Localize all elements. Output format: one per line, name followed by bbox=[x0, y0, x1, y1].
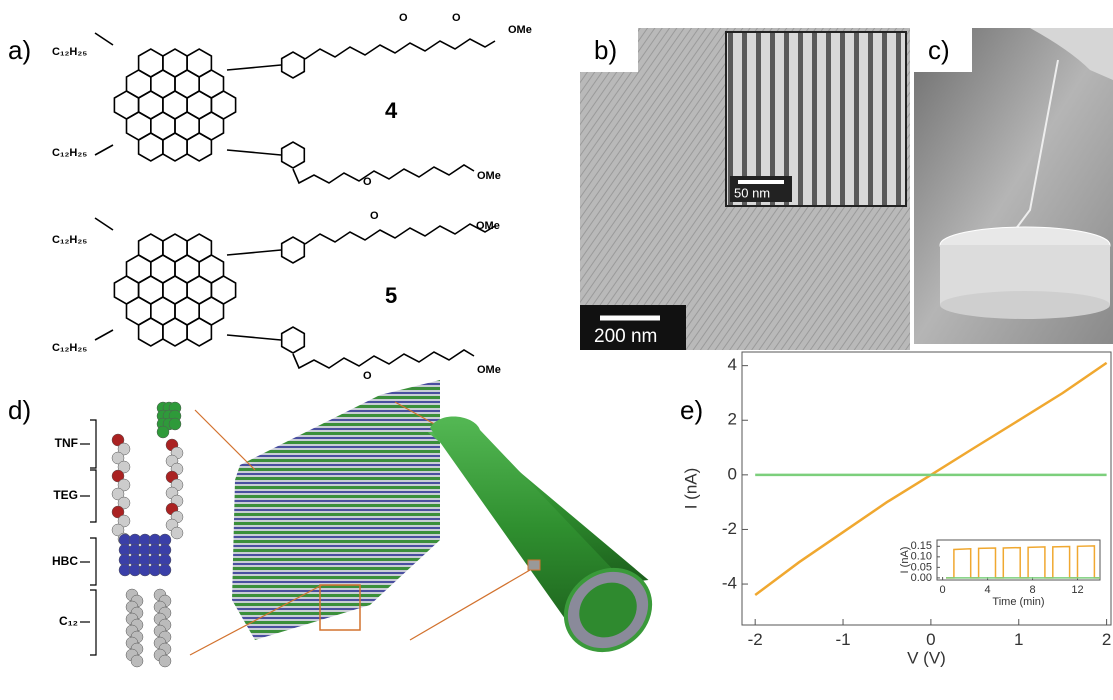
alkyl-label: C₁₂H₂₅ bbox=[52, 234, 87, 246]
x-axis-label: V (V) bbox=[907, 648, 946, 667]
x-axis-label: Time (min) bbox=[992, 596, 1044, 608]
guide-line bbox=[410, 570, 530, 640]
ring bbox=[114, 91, 138, 119]
alkyl-label: C₁₂H₂₅ bbox=[52, 342, 87, 354]
panel-label: d) bbox=[8, 395, 31, 425]
ring bbox=[139, 318, 163, 346]
stack-model bbox=[232, 380, 440, 640]
ring bbox=[187, 318, 211, 346]
ring bbox=[187, 49, 211, 77]
model-label: TEG bbox=[53, 488, 78, 502]
alkyl-label: C₁₂H₂₅ bbox=[52, 147, 87, 159]
scale-bar-label: 50 nm bbox=[734, 185, 770, 200]
x-tick-label: 2 bbox=[1102, 630, 1111, 649]
ring bbox=[282, 52, 305, 78]
chain bbox=[305, 39, 495, 59]
ring bbox=[114, 276, 138, 304]
model-label: HBC bbox=[52, 554, 78, 568]
ring bbox=[139, 133, 163, 161]
y-tick-label: -4 bbox=[722, 574, 737, 593]
ring bbox=[139, 49, 163, 77]
model-brackets bbox=[80, 420, 96, 655]
bond bbox=[227, 335, 281, 340]
model-label: TNF bbox=[55, 436, 78, 450]
bond bbox=[95, 218, 113, 230]
x-tick-label: 12 bbox=[1071, 584, 1083, 596]
y-tick-label: 0.10 bbox=[911, 551, 932, 563]
x-tick-label: -1 bbox=[835, 630, 850, 649]
bond bbox=[95, 145, 113, 155]
y-tick-label: 4 bbox=[728, 355, 737, 374]
y-axis-label: I (nA) bbox=[681, 468, 700, 510]
scale-bar-label: 200 nm bbox=[594, 326, 657, 347]
panel-label: a) bbox=[8, 35, 31, 65]
alkyl-label: C₁₂H₂₅ bbox=[52, 46, 87, 58]
figure: a) b) d) e) C₁₂H₂₅ C₁₂H₂₅ C₁₂H₂₅ C₁₂H₂₅ … bbox=[0, 0, 1113, 695]
bond bbox=[227, 250, 281, 255]
chain bbox=[305, 224, 495, 244]
model-label: C₁₂ bbox=[59, 614, 78, 628]
atom bbox=[171, 527, 183, 539]
atom bbox=[169, 418, 181, 430]
oxygen-label: O bbox=[363, 370, 372, 382]
compound-number: 5 bbox=[385, 283, 397, 308]
x-tick-label: 8 bbox=[1029, 584, 1035, 596]
y-tick-label: 0.05 bbox=[911, 561, 932, 573]
panel-label: e) bbox=[680, 395, 703, 425]
atom bbox=[159, 655, 171, 667]
oxygen-label: O bbox=[363, 176, 372, 188]
dish bbox=[940, 291, 1110, 319]
atom bbox=[157, 426, 169, 438]
y-tick-label: 0.15 bbox=[911, 540, 932, 552]
x-tick-label: 1 bbox=[1014, 630, 1023, 649]
molecule-model bbox=[112, 402, 183, 667]
atom bbox=[131, 655, 143, 667]
end-group: OMe bbox=[477, 364, 501, 376]
ring bbox=[163, 133, 187, 161]
bond bbox=[95, 330, 113, 340]
chemical-structures bbox=[95, 33, 495, 368]
panel-label: c) bbox=[928, 35, 950, 65]
highlight-box bbox=[528, 560, 540, 570]
oxygen-label: O bbox=[399, 12, 408, 24]
ring bbox=[211, 276, 235, 304]
chain bbox=[293, 350, 474, 368]
ring bbox=[163, 318, 187, 346]
oxygen-label: O bbox=[370, 210, 379, 222]
ring bbox=[187, 133, 211, 161]
y-tick-label: 0 bbox=[728, 464, 737, 483]
y-tick-label: -2 bbox=[722, 519, 737, 538]
ring bbox=[187, 234, 211, 262]
bond bbox=[227, 65, 281, 70]
x-tick-label: -2 bbox=[748, 630, 763, 649]
panel-label: b) bbox=[594, 35, 617, 65]
y-tick-label: 0.00 bbox=[911, 572, 932, 584]
x-tick-label: 0 bbox=[940, 584, 946, 596]
x-tick-label: 4 bbox=[985, 584, 991, 596]
ring bbox=[282, 237, 305, 263]
ring bbox=[211, 91, 235, 119]
guide-line bbox=[195, 410, 255, 470]
x-tick-label: 0 bbox=[926, 630, 935, 649]
end-group: OMe bbox=[476, 220, 500, 232]
y-axis-label: I (nA) bbox=[899, 547, 911, 574]
y-tick-label: 2 bbox=[728, 410, 737, 429]
end-group: OMe bbox=[477, 170, 501, 182]
ring bbox=[139, 234, 163, 262]
bond bbox=[95, 33, 113, 45]
oxygen-label: O bbox=[452, 12, 461, 24]
compound-number: 4 bbox=[385, 98, 398, 123]
ring bbox=[282, 327, 305, 353]
ring bbox=[163, 234, 187, 262]
end-group: OMe bbox=[508, 24, 532, 36]
ring bbox=[282, 142, 305, 168]
chain bbox=[293, 165, 474, 183]
ring bbox=[163, 49, 187, 77]
bond bbox=[227, 150, 281, 155]
atom bbox=[159, 564, 171, 576]
